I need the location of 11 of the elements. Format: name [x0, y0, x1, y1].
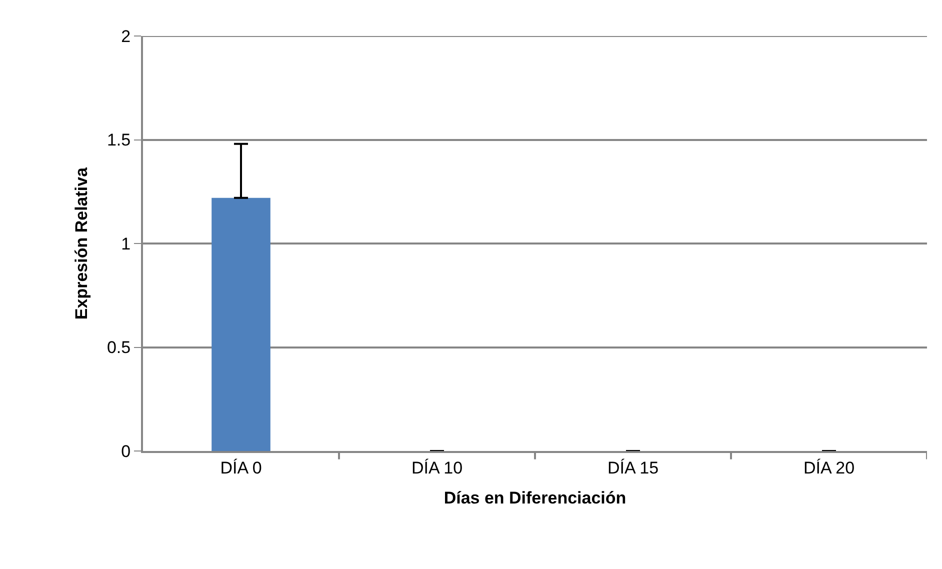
y-axis-title: Expresión Relativa: [72, 166, 92, 320]
x-tick-label: DÍA 15: [607, 458, 659, 478]
y-tick-label: 2: [121, 26, 131, 46]
y-tick-label: 1: [121, 234, 131, 254]
y-tick-label: 0: [121, 442, 131, 461]
y-tick-label: 1.5: [106, 130, 131, 150]
x-tick-label: DÍA 10: [411, 458, 463, 478]
x-axis-title: Días en Diferenciación: [444, 488, 626, 508]
y-tick-label: 0.5: [106, 338, 131, 358]
x-tick-label: DÍA 20: [803, 458, 855, 478]
x-tick-label: DÍA 0: [220, 458, 262, 478]
